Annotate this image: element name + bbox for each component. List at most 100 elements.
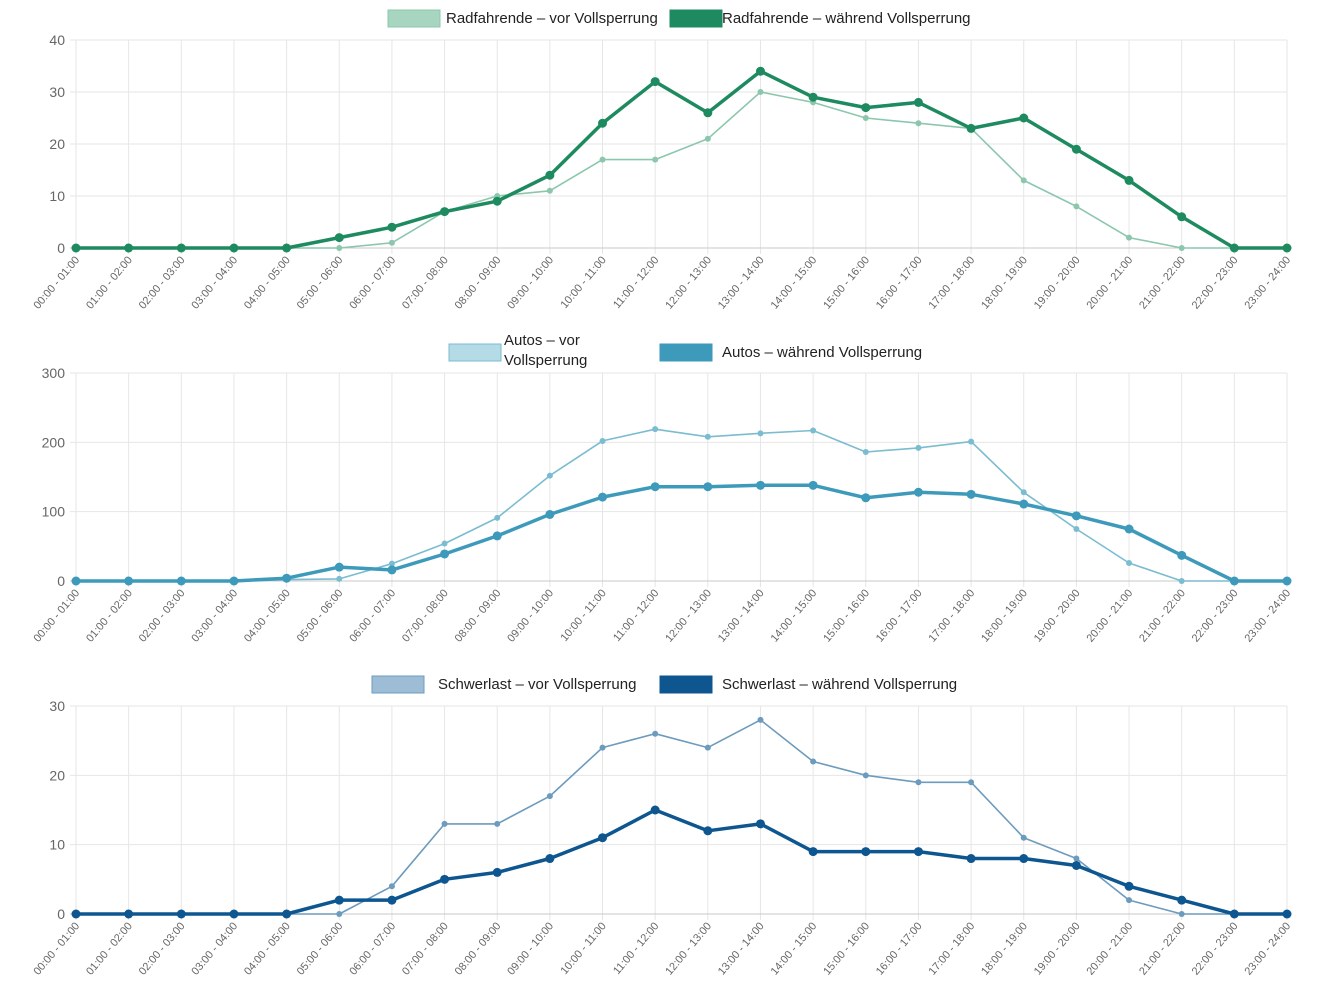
x-tick-label: 15:00 - 16:00 (821, 587, 872, 644)
data-point (124, 243, 134, 253)
x-tick-label: 15:00 - 16:00 (821, 920, 872, 977)
x-tick-label: 07:00 - 08:00 (400, 254, 451, 311)
x-tick-label: 07:00 - 08:00 (400, 587, 451, 644)
data-point (336, 575, 343, 582)
data-point (704, 135, 711, 142)
data-point (757, 716, 764, 723)
data-point (915, 120, 922, 127)
data-point (1282, 576, 1292, 586)
data-point (124, 576, 134, 586)
data-point (1019, 854, 1029, 864)
x-tick-label: 23:00 - 24:00 (1242, 587, 1293, 644)
x-tick-label: 09:00 - 10:00 (505, 920, 556, 977)
data-point (598, 118, 608, 128)
x-tick-label: 10:00 - 11:00 (558, 920, 608, 977)
data-point (1124, 881, 1134, 891)
data-point (176, 909, 186, 919)
x-tick-label: 01:00 - 02:00 (84, 920, 135, 977)
x-tick-label: 00:00 - 01:00 (31, 920, 82, 977)
x-tick-label: 06:00 - 07:00 (347, 587, 398, 644)
x-tick-label: 22:00 - 23:00 (1190, 587, 1241, 644)
data-point (1282, 909, 1292, 919)
x-tick-label: 16:00 - 17:00 (874, 920, 925, 977)
x-tick-label: 17:00 - 18:00 (927, 920, 978, 977)
y-tick-label: 300 (42, 365, 66, 381)
data-point (599, 744, 606, 751)
data-point (810, 427, 817, 434)
data-point (1229, 576, 1239, 586)
x-tick-label: 06:00 - 07:00 (347, 920, 398, 977)
data-point (913, 97, 923, 107)
data-point (1126, 559, 1133, 566)
data-point (703, 826, 713, 836)
data-point (387, 895, 397, 905)
data-point (755, 819, 765, 829)
data-point (545, 854, 555, 864)
data-point (703, 108, 713, 118)
x-tick-label: 19:00 - 20:00 (1032, 920, 1083, 977)
data-point (1229, 243, 1239, 253)
series-line (76, 91, 1287, 249)
data-point (440, 874, 450, 884)
x-tick-label: 14:00 - 15:00 (769, 920, 820, 977)
x-tick-label: 13:00 - 14:00 (716, 254, 767, 311)
legend-label-line: Vollsperrung (504, 352, 587, 369)
series-line (76, 483, 1287, 583)
data-point (1177, 212, 1187, 222)
x-tick-label: 03:00 - 04:00 (189, 920, 240, 977)
x-tick-label: 11:00 - 12:00 (611, 587, 661, 644)
y-tick-label: 0 (57, 240, 65, 256)
data-point (1020, 834, 1027, 841)
y-tick-label: 100 (42, 504, 66, 520)
data-point (757, 89, 764, 95)
x-tick-label: 16:00 - 17:00 (874, 254, 925, 311)
data-point (599, 437, 606, 444)
x-tick-label: 12:00 - 13:00 (663, 587, 714, 644)
x-tick-label: 08:00 - 09:00 (453, 254, 504, 311)
x-tick-label: 19:00 - 20:00 (1032, 254, 1083, 311)
legend-swatch (448, 343, 502, 362)
data-point (176, 576, 186, 586)
data-point (810, 758, 817, 765)
y-tick-label: 10 (49, 188, 65, 204)
x-tick-label: 22:00 - 23:00 (1190, 254, 1241, 311)
data-point (757, 430, 764, 437)
data-point (1124, 175, 1134, 185)
data-point (229, 243, 239, 253)
data-point (704, 433, 711, 440)
x-tick-label: 02:00 - 03:00 (137, 587, 188, 644)
data-point (968, 438, 975, 445)
data-point (808, 92, 818, 102)
x-tick-label: 19:00 - 20:00 (1032, 587, 1083, 644)
x-tick-label: 10:00 - 11:00 (558, 254, 608, 311)
data-point (388, 883, 395, 890)
x-tick-label: 07:00 - 08:00 (400, 920, 451, 977)
x-tick-label: 22:00 - 23:00 (1190, 920, 1241, 977)
data-point (1020, 177, 1027, 184)
data-point (1073, 203, 1080, 210)
data-point (1073, 855, 1080, 862)
data-point (71, 909, 81, 919)
x-tick-label: 11:00 - 12:00 (611, 254, 661, 311)
data-point (966, 123, 976, 133)
data-point (387, 565, 397, 575)
x-tick-label: 13:00 - 14:00 (716, 587, 767, 644)
x-tick-label: 02:00 - 03:00 (137, 254, 188, 311)
data-point (650, 805, 660, 815)
data-point (862, 115, 869, 121)
data-point (1071, 860, 1081, 870)
data-point (440, 549, 450, 559)
x-tick-label: 20:00 - 21:00 (1084, 920, 1135, 977)
x-tick-label: 14:00 - 15:00 (769, 587, 820, 644)
x-tick-label: 04:00 - 05:00 (242, 587, 293, 644)
data-point (546, 793, 553, 800)
x-tick-label: 03:00 - 04:00 (189, 254, 240, 311)
data-point (492, 196, 502, 206)
x-tick-label: 08:00 - 09:00 (453, 587, 504, 644)
data-point (966, 854, 976, 864)
data-point (334, 233, 344, 243)
data-point (1071, 144, 1081, 154)
data-point (598, 833, 608, 843)
data-point (966, 489, 976, 499)
x-tick-label: 18:00 - 19:00 (979, 587, 1030, 644)
